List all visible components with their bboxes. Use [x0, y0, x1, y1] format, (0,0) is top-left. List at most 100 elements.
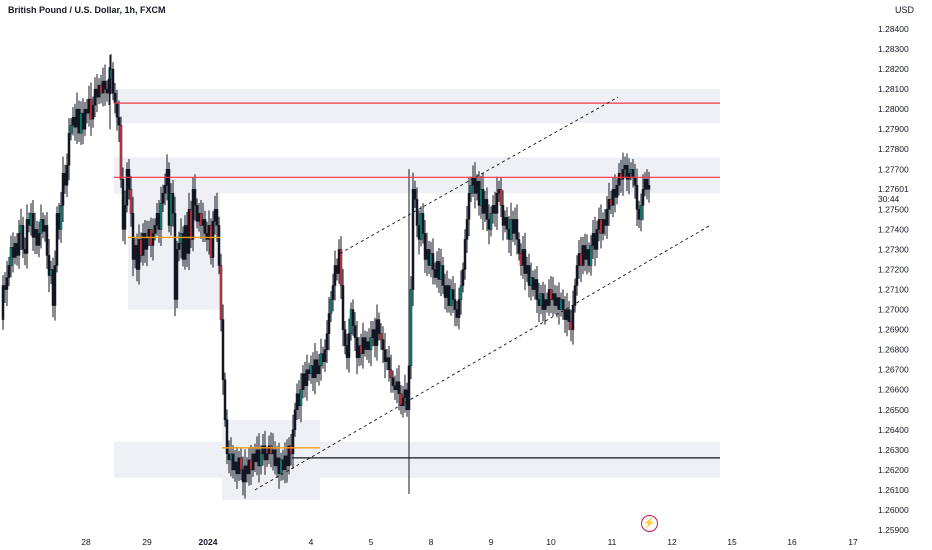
- candle-body: [327, 313, 331, 334]
- candle: [125, 162, 129, 213]
- candle-body: [105, 88, 109, 94]
- price-tick-label: 1.26300: [878, 445, 909, 455]
- candle: [469, 176, 473, 202]
- current-price-label: 1.27601: [878, 184, 909, 194]
- candle-body: [79, 112, 83, 134]
- price-axis: 1.28400 1.28300 1.28200 1.28100 1.28000 1.279…: [878, 24, 909, 535]
- candle: [47, 238, 51, 293]
- candle: [63, 164, 67, 194]
- lightning-icon[interactable]: ⚡: [641, 515, 658, 532]
- candle-body: [205, 233, 209, 240]
- candle: [67, 118, 71, 181]
- candle: [383, 333, 387, 379]
- candle: [409, 276, 413, 380]
- candle-body: [299, 389, 303, 407]
- candle-body: [137, 239, 141, 270]
- candle-body: [585, 249, 589, 260]
- candle-body: [625, 165, 629, 180]
- candle-body: [505, 217, 509, 230]
- candle: [507, 215, 511, 253]
- candle: [451, 276, 455, 313]
- candle-body: [317, 365, 321, 374]
- candle-body: [153, 225, 157, 234]
- candle: [83, 102, 87, 137]
- price-tick-label: 1.26000: [878, 505, 909, 515]
- candle-body: [201, 219, 205, 226]
- candle: [597, 207, 601, 242]
- candle: [567, 300, 571, 331]
- candle-body: [203, 219, 207, 234]
- candle-body: [635, 185, 639, 210]
- price-tick-label: 1.26900: [878, 325, 909, 335]
- candle-body: [589, 245, 593, 266]
- candle: [529, 262, 533, 301]
- candle-body: [349, 309, 353, 334]
- candle: [641, 174, 645, 221]
- candle: [595, 220, 599, 259]
- candle-body: [323, 349, 327, 362]
- candle: [581, 236, 585, 275]
- candle: [93, 77, 97, 117]
- candle-body: [547, 289, 551, 306]
- candle: [123, 190, 127, 245]
- price-tick-label: 1.27500: [878, 204, 909, 214]
- candle: [543, 284, 547, 325]
- candle: [555, 285, 559, 318]
- candle: [193, 174, 197, 221]
- candle: [99, 74, 103, 104]
- channel-lower-line[interactable]: [254, 225, 711, 491]
- candle-body: [81, 112, 85, 130]
- candle-body: [247, 459, 251, 475]
- candle: [311, 352, 315, 392]
- candle-body: [43, 225, 47, 232]
- candle-body: [501, 205, 505, 226]
- candle: [293, 402, 297, 437]
- candle: [79, 101, 83, 146]
- candle: [557, 282, 561, 325]
- candle-body: [483, 199, 487, 214]
- channel-upper-line[interactable]: [339, 96, 619, 254]
- candle: [587, 242, 591, 273]
- candle-body: [587, 249, 591, 266]
- price-tick-label: 1.28400: [878, 24, 909, 34]
- candle-body: [121, 179, 125, 230]
- candle-body: [571, 305, 575, 330]
- candle-body: [287, 445, 291, 467]
- candle: [25, 204, 29, 269]
- candle-body: [311, 365, 315, 378]
- candle-body: [67, 132, 71, 166]
- candle: [317, 353, 321, 386]
- candle: [91, 96, 95, 128]
- candle-body: [537, 299, 541, 306]
- candle-body: [399, 393, 403, 407]
- candle: [219, 253, 223, 332]
- candle-body: [341, 285, 345, 330]
- candle: [425, 232, 429, 277]
- candle-body: [83, 108, 87, 130]
- time-tick-label: 12: [667, 537, 677, 547]
- candle: [441, 256, 445, 295]
- candle: [523, 232, 527, 291]
- candle-body: [295, 393, 299, 411]
- candle: [521, 236, 525, 279]
- candle: [427, 240, 431, 275]
- candle: [69, 118, 73, 141]
- candle-body: [401, 397, 405, 407]
- candle: [435, 251, 439, 288]
- candle: [75, 92, 79, 144]
- candle: [527, 253, 531, 298]
- candle: [319, 338, 323, 381]
- candle-body: [379, 333, 383, 340]
- candle-body: [281, 459, 285, 471]
- candle-body: [493, 205, 497, 214]
- candle-body: [75, 108, 79, 128]
- candle-body: [451, 289, 455, 300]
- candle-body: [273, 449, 277, 467]
- candle: [437, 248, 441, 293]
- candle-body: [25, 219, 29, 254]
- candle: [3, 272, 7, 303]
- candle-body: [145, 237, 149, 250]
- candle: [327, 296, 331, 351]
- candle-body: [221, 319, 225, 380]
